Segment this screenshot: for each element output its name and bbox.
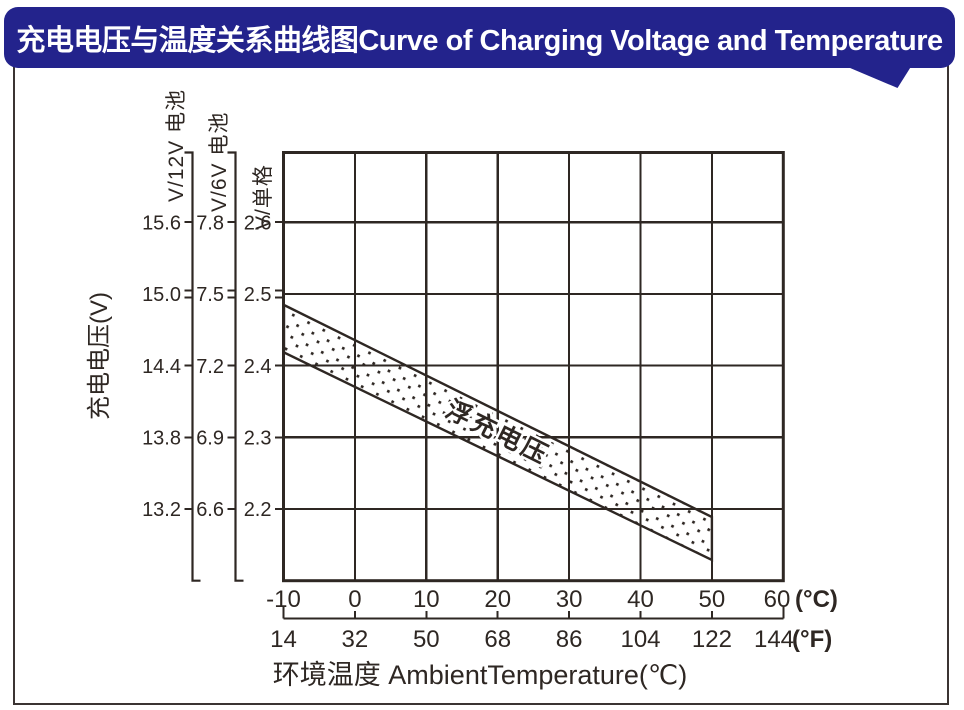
- tick-label: 6.9: [196, 428, 224, 450]
- tick-label: 7.5: [196, 284, 224, 306]
- tick-label: 50: [699, 586, 726, 613]
- tick-label: 144: [754, 626, 794, 653]
- tick-label: 50: [413, 626, 440, 653]
- tick-label: 40: [627, 586, 654, 613]
- tick-label: 14.4: [142, 356, 181, 378]
- tick-label: 13.8: [142, 428, 181, 450]
- y-scale-cell-title: V/单格: [252, 164, 275, 230]
- tick-label: 15.6: [142, 213, 181, 235]
- fahrenheit-ruler: [282, 607, 785, 620]
- title-banner: 充电电压与温度关系曲线图Curve of Charging Voltage an…: [4, 7, 955, 68]
- y-scale-6v: 7.8 7.5 7.2 6.9 6.6 V/6V 电池: [196, 112, 244, 582]
- y-scale-12v: 15.6 15.0 14.4 13.8 13.2 V/12V 电池: [142, 89, 201, 582]
- page-title: 充电电压与温度关系曲线图Curve of Charging Voltage an…: [16, 24, 943, 57]
- x-axis-fahrenheit: 14 32 50 68 86 104 122 144 (°F): [270, 626, 832, 653]
- tick-label: 86: [556, 626, 583, 653]
- fahrenheit-unit-label: (°F): [792, 626, 832, 653]
- tick-label: 104: [620, 626, 660, 653]
- tick-label: 14: [270, 626, 297, 653]
- tick-label: 15.0: [142, 284, 181, 306]
- tick-label: 7.8: [196, 213, 224, 235]
- tick-label: 20: [484, 586, 511, 613]
- tick-label: 10: [413, 586, 440, 613]
- tick-label: 2.3: [244, 428, 272, 450]
- tick-label: 2.6: [244, 213, 272, 235]
- tick-label: 6.6: [196, 499, 224, 521]
- tick-label: 32: [342, 626, 369, 653]
- tick-label: 7.2: [196, 356, 224, 378]
- tick-label: 68: [484, 626, 511, 653]
- y-scale-cell: 2.6 2.5 2.4 2.3 2.2 V/单格: [244, 164, 284, 521]
- tick-label: 60: [764, 586, 791, 613]
- y-axis-title: 充电电压(V): [86, 292, 113, 420]
- tick-label: 122: [692, 626, 732, 653]
- tick-label: 30: [556, 586, 583, 613]
- y-scale-12v-title: V/12V 电池: [165, 89, 188, 202]
- tick-label: 2.2: [244, 499, 272, 521]
- x-axis-title: 环境温度 AmbientTemperature(℃): [273, 660, 687, 690]
- tick-label: 0: [348, 586, 361, 613]
- tick-label: 2.5: [244, 284, 272, 306]
- celsius-unit-label: (°C): [795, 586, 838, 613]
- x-axis-celsius: -10 0 10 20 30 40 50 60 (°C): [266, 586, 838, 613]
- tick-label: 2.4: [244, 356, 272, 378]
- tick-label: 13.2: [142, 499, 181, 521]
- y-scale-6v-title: V/6V 电池: [208, 112, 231, 212]
